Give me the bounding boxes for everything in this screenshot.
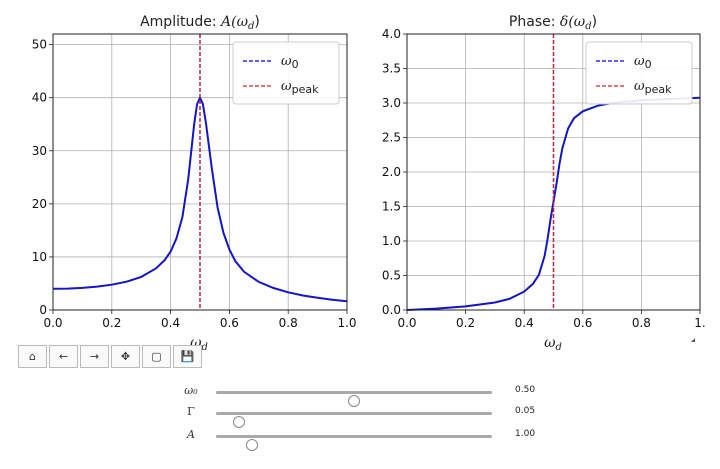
zoom-rect-icon: ▢	[151, 350, 161, 363]
phase-ytick-label: 3.5	[382, 62, 401, 76]
amp-xtick-label: 0.2	[102, 316, 121, 330]
slider-gamma-label: Γ	[176, 405, 206, 418]
home-button[interactable]: ⌂	[18, 345, 47, 368]
back-icon: ←	[59, 350, 68, 363]
amp-ytick-label: 20	[32, 197, 47, 211]
phase-xtick-label: 0.6	[573, 316, 592, 330]
amp-xtick-label: 0.4	[161, 316, 180, 330]
slider-amplitude-track[interactable]	[216, 435, 492, 438]
amp-ytick-label: 30	[32, 144, 47, 158]
slider-omega0-track[interactable]	[216, 391, 492, 394]
phase-ytick-label: 0.0	[382, 303, 401, 317]
phase-ytick-label: 4.0	[382, 27, 401, 41]
phase-ytick-label: 3.0	[382, 96, 401, 110]
slider-omega0-label: ω₀	[176, 384, 206, 397]
pan-button[interactable]: ✥	[111, 345, 140, 368]
amp-ytick-label: 10	[32, 250, 47, 264]
phase-title: Phase: δ(ωd)	[509, 14, 597, 32]
slider-gamma: Γ 0.05	[0, 403, 720, 423]
phase-ytick-label: 2.0	[382, 165, 401, 179]
amp-ytick-label: 50	[32, 38, 47, 52]
phase-xtick-label: 0.2	[456, 316, 475, 330]
phase-axes: 0.0 0.2 0.4 0.6 0.8 1. 0.0 0.5 1.0 1.5 2.0 2.5 3.0 3.…	[382, 27, 706, 330]
slider-amplitude-handle[interactable]	[246, 439, 258, 451]
save-button[interactable]: 💾	[173, 345, 202, 368]
zoom-button[interactable]: ▢	[142, 345, 171, 368]
home-icon: ⌂	[29, 350, 36, 363]
phase-xtick-label: 1.	[694, 316, 705, 330]
phase-xtick-label: 0.0	[397, 316, 416, 330]
slider-omega0-value: 0.50	[515, 385, 535, 395]
back-button[interactable]: ←	[49, 345, 78, 368]
amp-ytick-label: 40	[32, 91, 47, 105]
slider-gamma-track[interactable]	[216, 412, 492, 415]
forward-button[interactable]: →	[80, 345, 109, 368]
amp-legend-box	[233, 42, 339, 104]
pan-icon: ✥	[121, 350, 130, 363]
phase-ytick-label: 1.5	[382, 200, 401, 214]
slider-gamma-value: 0.05	[515, 406, 535, 416]
amp-xtick-label: 0.6	[220, 316, 239, 330]
phase-xlabel: ωd	[544, 335, 562, 350]
amp-xtick-label: 0.0	[43, 316, 62, 330]
phase-ytick-label: 2.5	[382, 131, 401, 145]
navigation-toolbar: ⌂ ← → ✥ ▢ 💾	[18, 345, 204, 368]
phase-ytick-label: 0.5	[382, 269, 401, 283]
phase-ytick-label: 1.0	[382, 234, 401, 248]
slider-amplitude: A 1.00	[0, 426, 720, 446]
slider-amplitude-value: 1.00	[515, 429, 535, 439]
save-icon: 💾	[181, 350, 195, 363]
amp-ytick-label: 0	[39, 303, 47, 317]
forward-icon: →	[90, 350, 99, 363]
amp-xtick-label: 1.0	[337, 316, 356, 330]
amp-xtick-label: 0.8	[279, 316, 298, 330]
resize-handle[interactable]	[691, 338, 695, 342]
slider-amplitude-label: A	[176, 428, 206, 441]
amplitude-title: Amplitude: A(ωd)	[140, 14, 260, 32]
phase-xtick-label: 0.8	[632, 316, 651, 330]
phase-legend-box	[586, 42, 692, 104]
slider-omega0: ω₀ 0.50	[0, 382, 720, 402]
phase-xtick-label: 0.4	[515, 316, 534, 330]
